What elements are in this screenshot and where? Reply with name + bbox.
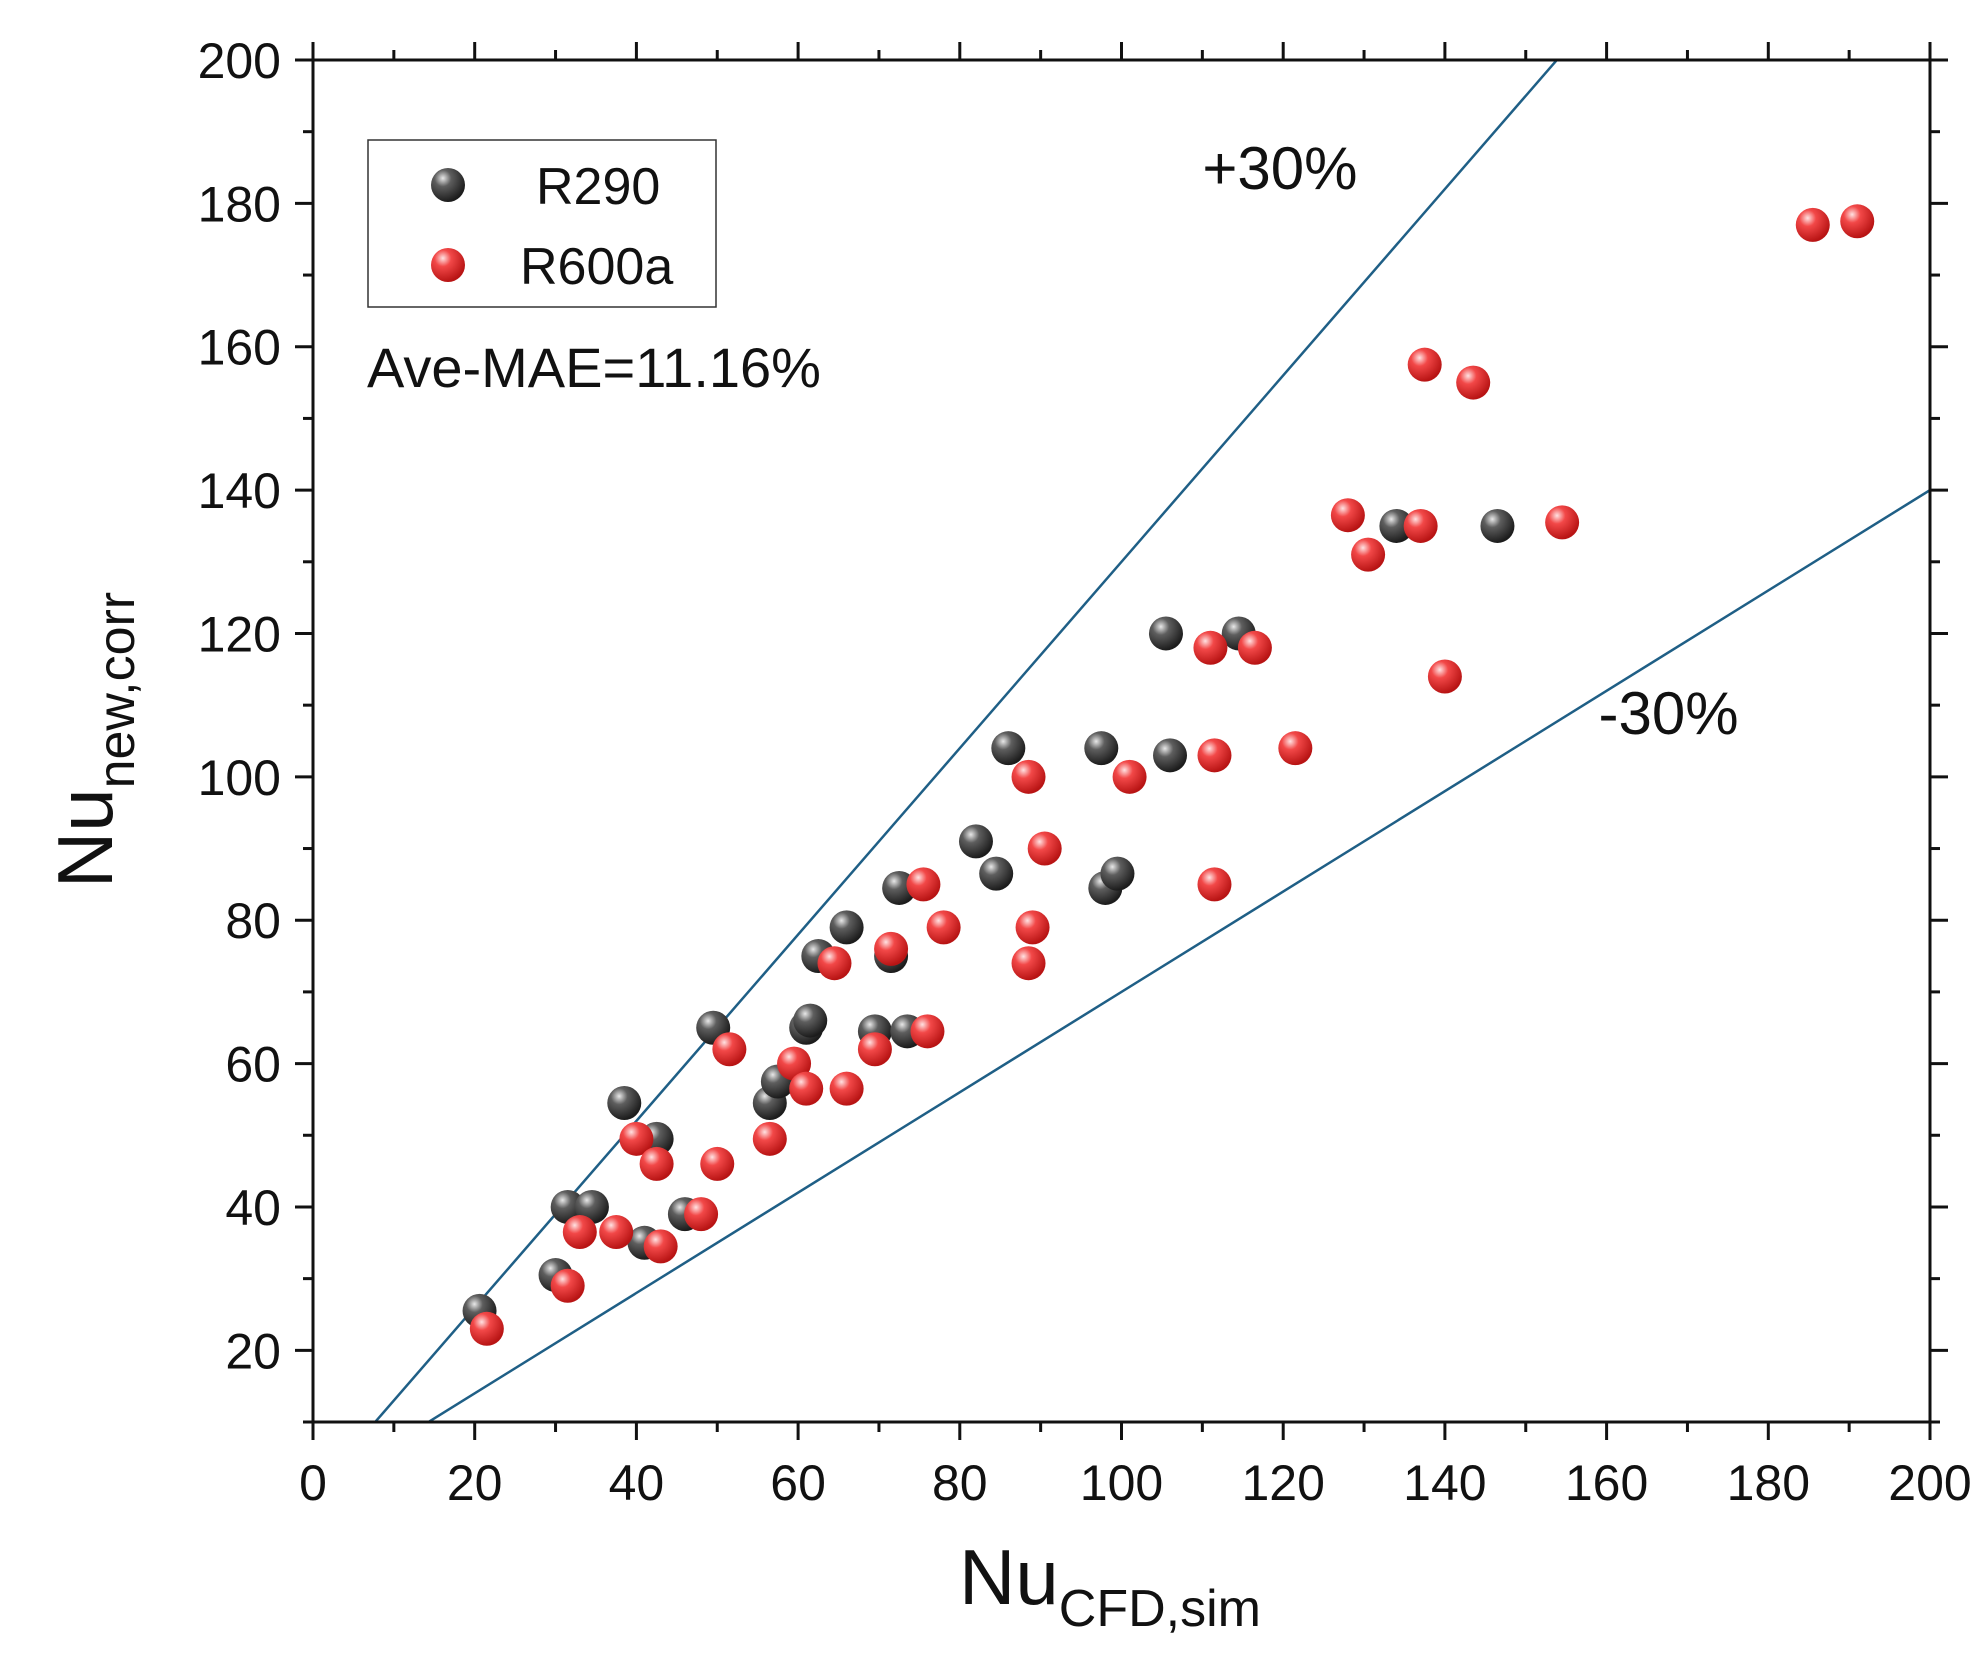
reference-line-plus-30 <box>373 60 1559 1422</box>
plus-30-line-label: +30% <box>1202 135 1357 202</box>
data-point-r600a <box>550 1268 585 1303</box>
data-points <box>462 204 1875 1346</box>
data-point-r290 <box>1379 508 1414 543</box>
data-point-r600a <box>1015 910 1050 945</box>
y-tick-label: 40 <box>225 1180 281 1236</box>
y-tick-label: 140 <box>198 463 281 519</box>
data-point-r600a <box>926 910 961 945</box>
data-point-r290 <box>1153 738 1188 773</box>
data-point-r600a <box>1027 831 1062 866</box>
data-point-r600a <box>1278 731 1313 766</box>
data-point-r600a <box>857 1032 892 1067</box>
data-point-r600a <box>752 1121 787 1156</box>
reference-lines <box>373 60 1930 1422</box>
legend-box <box>367 139 717 308</box>
data-point-r600a <box>1427 659 1462 694</box>
data-point-r600a <box>1407 347 1442 382</box>
data-point-r600a <box>599 1215 634 1250</box>
y-tick-label: 80 <box>225 893 281 949</box>
x-tick-label: 40 <box>609 1455 665 1511</box>
y-tick-label: 180 <box>198 176 281 232</box>
data-point-r600a <box>1193 630 1228 665</box>
y-tick-label: 160 <box>198 320 281 376</box>
x-tick-label: 80 <box>932 1455 988 1511</box>
data-point-r600a <box>1351 537 1386 572</box>
data-point-r600a <box>1795 207 1830 242</box>
x-tick-label: 60 <box>770 1455 826 1511</box>
data-point-r290 <box>1100 856 1135 891</box>
data-point-r600a <box>1403 508 1438 543</box>
x-tick-label: 120 <box>1241 1455 1324 1511</box>
legend-label-r600a: R600a <box>520 238 673 296</box>
y-axis-title-subscript: new,corr <box>88 592 146 789</box>
data-point-r600a <box>1330 498 1365 533</box>
y-tick-label: 200 <box>198 33 281 89</box>
reference-line-minus-30 <box>426 489 1930 1422</box>
data-point-r290 <box>1084 731 1119 766</box>
data-point-r600a <box>1237 630 1272 665</box>
x-axis-title-subscript: CFD,sim <box>1059 1580 1261 1638</box>
x-tick-label: 200 <box>1888 1455 1971 1511</box>
data-point-r600a <box>469 1311 504 1346</box>
data-point-r600a <box>712 1032 747 1067</box>
data-point-r290 <box>829 910 864 945</box>
x-axis-title: NuCFD,sim <box>959 1533 1261 1638</box>
x-tick-label: 20 <box>447 1455 503 1511</box>
minus-30-line-label: -30% <box>1599 680 1739 747</box>
x-tick-label: 140 <box>1403 1455 1486 1511</box>
data-point-r600a <box>562 1215 597 1250</box>
data-point-r290 <box>979 856 1014 891</box>
data-point-r290 <box>1480 508 1515 543</box>
data-point-r290 <box>793 1003 828 1038</box>
data-point-r600a <box>817 946 852 981</box>
data-point-r600a <box>643 1229 678 1264</box>
data-point-r600a <box>1197 867 1232 902</box>
data-point-r600a <box>1545 505 1580 540</box>
data-point-r600a <box>789 1071 824 1106</box>
y-axis-title-main: Nu <box>41 788 129 888</box>
x-tick-label: 100 <box>1080 1455 1163 1511</box>
y-tick-label: 100 <box>198 750 281 806</box>
data-point-r600a <box>1197 738 1232 773</box>
data-point-r600a <box>906 867 941 902</box>
legend-marker-r290 <box>431 168 465 202</box>
data-point-r600a <box>910 1014 945 1049</box>
legend-marker-r600a <box>431 248 465 282</box>
data-point-r600a <box>1011 759 1046 794</box>
y-tick-label: 120 <box>198 606 281 662</box>
x-tick-label: 180 <box>1727 1455 1810 1511</box>
data-point-r290 <box>958 824 993 859</box>
data-point-r600a <box>639 1146 674 1181</box>
y-tick-label: 60 <box>225 1037 281 1093</box>
data-point-r600a <box>1112 759 1147 794</box>
x-axis-title-main: Nu <box>959 1533 1059 1621</box>
data-point-r600a <box>619 1121 654 1156</box>
data-point-r290 <box>1148 616 1183 651</box>
y-axis-title: Nunew,corr <box>41 592 146 888</box>
data-point-r600a <box>700 1146 735 1181</box>
data-point-r290 <box>607 1086 642 1121</box>
axis-ticks: 0 20 40 60 80 100 120 140 160 180 200 20 40 60 80 100 12… <box>198 33 1972 1511</box>
data-point-r600a <box>1456 365 1491 400</box>
data-point-r600a <box>1011 946 1046 981</box>
data-point-r600a <box>829 1071 864 1106</box>
data-point-r600a <box>1840 204 1875 239</box>
legend: R290 R600a <box>367 139 717 308</box>
mae-annotation: Ave-MAE=11.16% <box>367 336 821 399</box>
data-point-r600a <box>874 931 909 966</box>
legend-label-r290: R290 <box>536 158 660 216</box>
data-point-r600a <box>684 1197 719 1232</box>
y-tick-label: 20 <box>225 1323 281 1379</box>
x-tick-label: 160 <box>1565 1455 1648 1511</box>
x-tick-label: 0 <box>299 1455 327 1511</box>
data-point-r290 <box>991 731 1026 766</box>
